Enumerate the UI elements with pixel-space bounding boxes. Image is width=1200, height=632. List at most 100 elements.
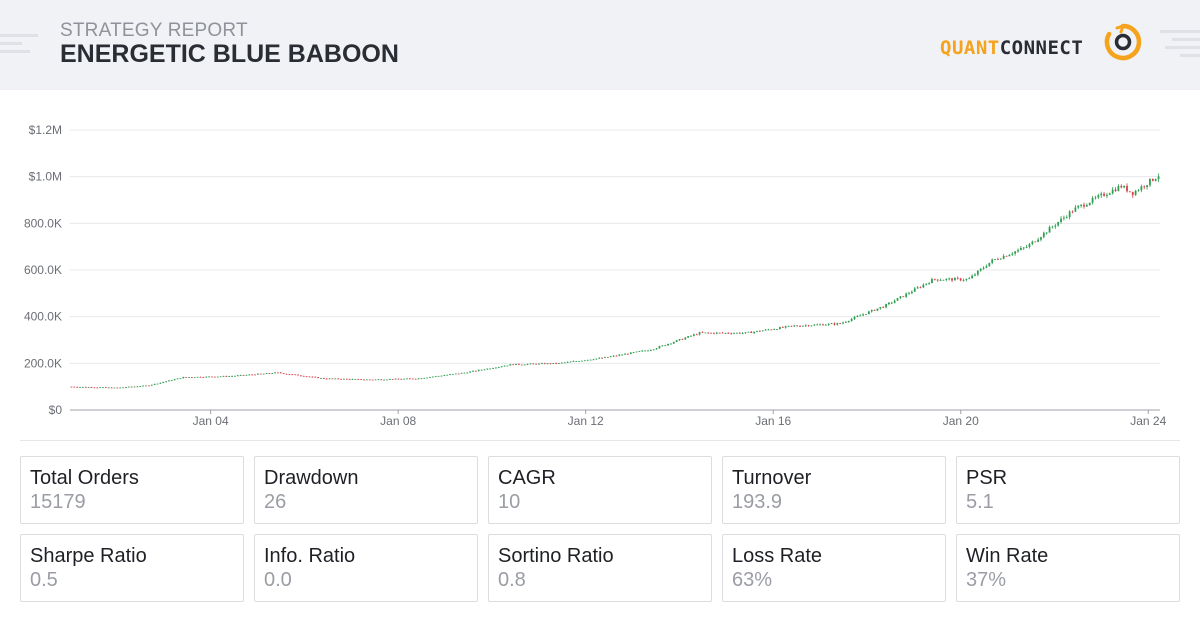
candle-body (165, 381, 167, 383)
candle-body (667, 343, 669, 346)
candle-body (718, 332, 721, 334)
candle-body (701, 332, 704, 334)
stat-value: 26 (264, 491, 287, 513)
candle-body (954, 277, 956, 281)
candle-body (1114, 189, 1117, 192)
candle-body (96, 387, 99, 389)
x-tick-label: Jan 20 (943, 414, 979, 428)
candle-body (145, 385, 147, 387)
candle-body (804, 325, 807, 327)
candle-body (876, 308, 879, 311)
candle-body (543, 363, 546, 365)
candle-body (612, 355, 615, 357)
candle-body (572, 361, 575, 362)
candle-body (997, 259, 999, 260)
candle-body (87, 387, 90, 388)
candle-body (756, 330, 758, 332)
candle-body (595, 358, 598, 360)
candle-body (322, 377, 325, 379)
candle-body (368, 379, 371, 381)
candle-body (391, 379, 394, 380)
candle-body (991, 259, 994, 263)
candle-body (888, 302, 890, 305)
candle-body (604, 357, 606, 358)
candle-body (1028, 244, 1031, 247)
candle-body (497, 366, 500, 368)
candle-body (1097, 195, 1100, 198)
candle-body (469, 371, 472, 373)
candle-body (879, 307, 882, 309)
candle-body (681, 339, 684, 340)
candle-body (761, 330, 764, 332)
candle-body (351, 379, 354, 380)
candle-body (902, 296, 905, 298)
candle-body (627, 353, 629, 355)
candle-body (509, 364, 512, 366)
candle-body (520, 364, 523, 366)
candle-body (179, 378, 182, 380)
candle-body (890, 302, 893, 304)
candle-body (168, 380, 170, 382)
candle-body (245, 374, 248, 376)
candle-body (618, 354, 621, 356)
candle-body (1091, 197, 1094, 203)
candle-body (873, 309, 876, 311)
candle-body (73, 386, 76, 388)
candle-body (503, 365, 506, 367)
candle-body (563, 362, 566, 364)
candle-body (512, 364, 515, 366)
candle-body (566, 361, 569, 363)
candle-body (1077, 205, 1080, 208)
candle-body (606, 357, 609, 358)
header-decoration (0, 50, 30, 53)
candle-body (744, 332, 747, 334)
candle-body (291, 374, 294, 376)
x-tick-label: Jan 12 (568, 414, 604, 428)
stat-label: Turnover (732, 467, 812, 489)
candle-body (248, 374, 251, 376)
candle-body (833, 323, 836, 325)
candle-body (446, 374, 449, 376)
candle-body (279, 372, 282, 374)
candle-body (750, 331, 753, 334)
candle-body (862, 314, 865, 316)
candle-body (116, 387, 119, 389)
candle-body (1134, 190, 1137, 196)
candle-body (896, 298, 899, 301)
candle-body (277, 372, 279, 374)
candle-body (343, 378, 345, 380)
candle-body (842, 322, 844, 324)
candle-body (867, 311, 870, 315)
header-decoration (0, 34, 38, 37)
candle-body (1151, 178, 1154, 181)
candle-body (208, 376, 211, 378)
candle-body (328, 378, 331, 380)
candle-body (93, 387, 96, 389)
y-tick-label: $1.0M (29, 170, 62, 184)
candle-body (130, 386, 133, 388)
candle-body (936, 279, 939, 281)
candle-body (345, 378, 348, 380)
candle-body (882, 307, 885, 308)
stat-label: PSR (966, 467, 1008, 489)
candle-body (919, 287, 922, 289)
y-tick-label: 600.0K (24, 263, 62, 277)
candle-body (822, 324, 824, 326)
candle-body (383, 379, 385, 381)
y-tick-label: 200.0K (24, 356, 62, 370)
candle-body (420, 378, 423, 380)
logo-text: QUANTCONNECT (940, 37, 1083, 59)
candle-body (753, 331, 756, 334)
candle-body (764, 329, 767, 331)
candle-body (495, 367, 497, 369)
candle-body (615, 355, 618, 357)
candle-body (314, 376, 317, 378)
candle-body (300, 375, 302, 377)
candle-body (586, 359, 589, 361)
candle-body (84, 386, 87, 388)
candle-body (988, 262, 991, 267)
candle-body (999, 258, 1002, 260)
candle-body (431, 376, 434, 378)
candle-body (486, 368, 489, 370)
candle-body (816, 324, 819, 326)
